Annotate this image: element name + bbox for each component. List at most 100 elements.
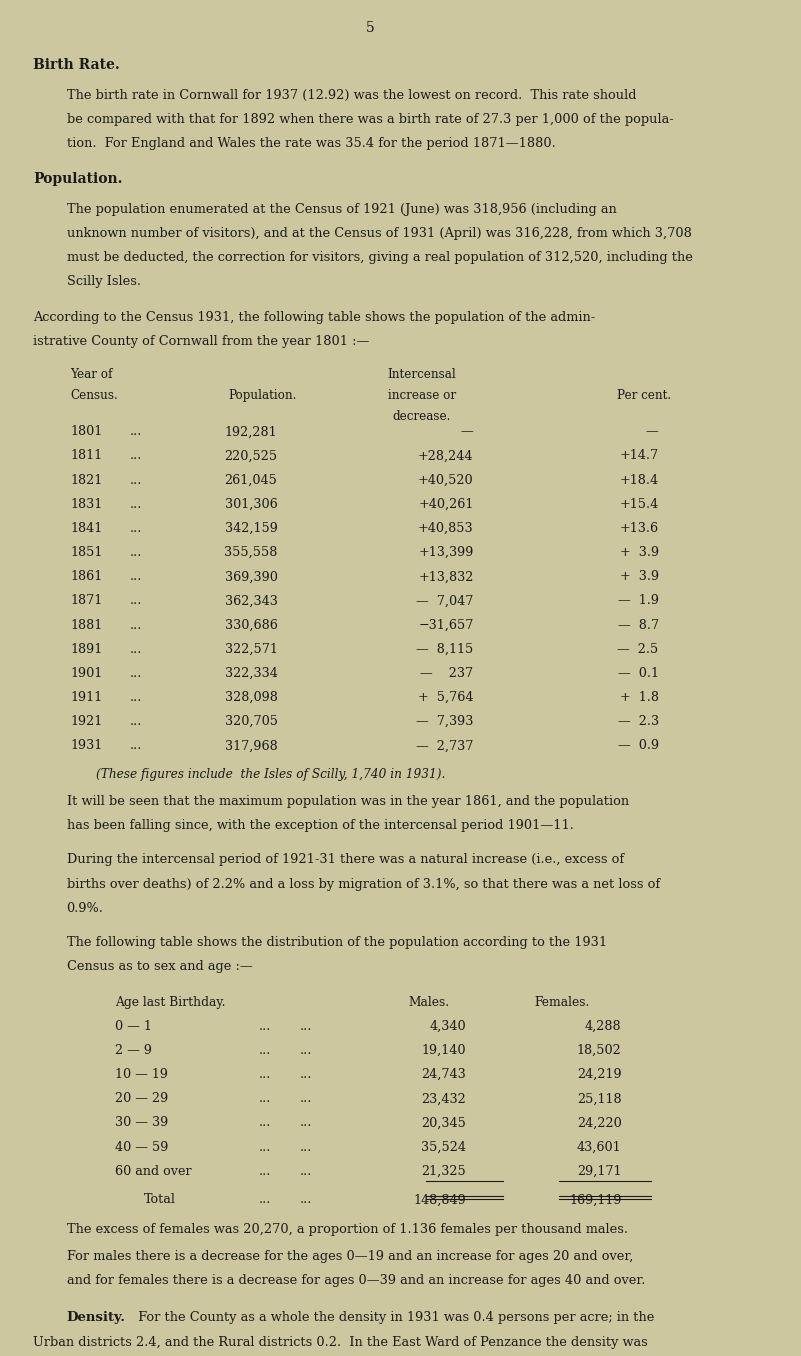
Text: Census as to sex and age :—: Census as to sex and age :— xyxy=(66,960,252,974)
Text: Intercensal: Intercensal xyxy=(388,367,457,381)
Text: ...: ... xyxy=(130,643,142,656)
Text: Females.: Females. xyxy=(535,995,590,1009)
Text: +40,520: +40,520 xyxy=(418,473,473,487)
Text: 220,525: 220,525 xyxy=(224,449,277,462)
Text: −31,657: −31,657 xyxy=(418,618,473,632)
Text: ...: ... xyxy=(130,692,142,704)
Text: 25,118: 25,118 xyxy=(577,1093,622,1105)
Text: ...: ... xyxy=(130,473,142,487)
Text: 1901: 1901 xyxy=(70,667,103,679)
Text: 40 — 59: 40 — 59 xyxy=(115,1140,168,1154)
Text: +  5,764: + 5,764 xyxy=(418,692,473,704)
Text: 10 — 19: 10 — 19 xyxy=(115,1069,167,1081)
Text: +40,261: +40,261 xyxy=(418,498,473,511)
Text: ...: ... xyxy=(130,594,142,607)
Text: It will be seen that the maximum population was in the year 1861, and the popula: It will be seen that the maximum populat… xyxy=(66,795,629,808)
Text: 1911: 1911 xyxy=(70,692,103,704)
Text: ...: ... xyxy=(130,498,142,511)
Text: 322,571: 322,571 xyxy=(224,643,277,656)
Text: Urban districts 2.4, and the Rural districts 0.2.  In the East Ward of Penzance : Urban districts 2.4, and the Rural distr… xyxy=(34,1336,648,1349)
Text: —  8,115: — 8,115 xyxy=(417,643,473,656)
Text: 30 — 39: 30 — 39 xyxy=(115,1116,168,1130)
Text: —  2.3: — 2.3 xyxy=(618,715,658,728)
Text: 148,849: 148,849 xyxy=(413,1193,466,1207)
Text: —  7,393: — 7,393 xyxy=(417,715,473,728)
Text: ...: ... xyxy=(259,1193,272,1207)
Text: 362,343: 362,343 xyxy=(224,594,277,607)
Text: —  0.1: — 0.1 xyxy=(618,667,658,679)
Text: +13,399: +13,399 xyxy=(418,546,473,559)
Text: Scilly Isles.: Scilly Isles. xyxy=(66,275,141,289)
Text: ...: ... xyxy=(259,1140,272,1154)
Text: 1921: 1921 xyxy=(70,715,103,728)
Text: 5: 5 xyxy=(365,22,374,35)
Text: 1881: 1881 xyxy=(70,618,103,632)
Text: +  3.9: + 3.9 xyxy=(619,546,658,559)
Text: 1851: 1851 xyxy=(70,546,103,559)
Text: 24,220: 24,220 xyxy=(577,1116,622,1130)
Text: For the County as a whole the density in 1931 was 0.4 persons per acre; in the: For the County as a whole the density in… xyxy=(130,1311,654,1325)
Text: +  1.8: + 1.8 xyxy=(620,692,658,704)
Text: +13.6: +13.6 xyxy=(619,522,658,536)
Text: ...: ... xyxy=(300,1116,312,1130)
Text: (These figures include  the Isles of Scilly, 1,740 in 1931).: (These figures include the Isles of Scil… xyxy=(96,767,445,781)
Text: +18.4: +18.4 xyxy=(619,473,658,487)
Text: ...: ... xyxy=(259,1020,272,1033)
Text: —  8.7: — 8.7 xyxy=(618,618,658,632)
Text: 1811: 1811 xyxy=(70,449,103,462)
Text: 1891: 1891 xyxy=(70,643,103,656)
Text: istrative County of Cornwall from the year 1801 :—: istrative County of Cornwall from the ye… xyxy=(34,335,370,348)
Text: must be deducted, the correction for visitors, giving a real population of 312,5: must be deducted, the correction for vis… xyxy=(66,251,693,264)
Text: 35,524: 35,524 xyxy=(421,1140,466,1154)
Text: Males.: Males. xyxy=(409,995,450,1009)
Text: 4,288: 4,288 xyxy=(585,1020,622,1033)
Text: ...: ... xyxy=(259,1165,272,1178)
Text: +  3.9: + 3.9 xyxy=(619,571,658,583)
Text: ...: ... xyxy=(300,1069,312,1081)
Text: —  2,737: — 2,737 xyxy=(417,739,473,753)
Text: During the intercensal period of 1921-31 there was a natural increase (i.e., exc: During the intercensal period of 1921-31… xyxy=(66,853,624,866)
Text: 0.9%.: 0.9%. xyxy=(66,902,103,915)
Text: —  0.9: — 0.9 xyxy=(618,739,658,753)
Text: ...: ... xyxy=(130,571,142,583)
Text: Year of: Year of xyxy=(70,367,113,381)
Text: births over deaths) of 2.2% and a loss by migration of 3.1%, so that there was a: births over deaths) of 2.2% and a loss b… xyxy=(66,877,660,891)
Text: 0 — 1: 0 — 1 xyxy=(115,1020,151,1033)
Text: —  7,047: — 7,047 xyxy=(417,594,473,607)
Text: 301,306: 301,306 xyxy=(225,498,277,511)
Text: —  2.5: — 2.5 xyxy=(618,643,658,656)
Text: increase or: increase or xyxy=(388,389,456,401)
Text: ...: ... xyxy=(300,1044,312,1056)
Text: +14.7: +14.7 xyxy=(619,449,658,462)
Text: 19,140: 19,140 xyxy=(421,1044,466,1056)
Text: Total: Total xyxy=(144,1193,176,1207)
Text: and for females there is a decrease for ages 0—39 and an increase for ages 40 an: and for females there is a decrease for … xyxy=(66,1273,645,1287)
Text: ...: ... xyxy=(130,546,142,559)
Text: Density.: Density. xyxy=(66,1311,126,1325)
Text: 18,502: 18,502 xyxy=(577,1044,622,1056)
Text: ...: ... xyxy=(300,1140,312,1154)
Text: ...: ... xyxy=(259,1069,272,1081)
Text: 24,219: 24,219 xyxy=(577,1069,622,1081)
Text: 192,281: 192,281 xyxy=(225,426,277,438)
Text: 261,045: 261,045 xyxy=(224,473,277,487)
Text: 20,345: 20,345 xyxy=(421,1116,466,1130)
Text: +13,832: +13,832 xyxy=(418,571,473,583)
Text: 328,098: 328,098 xyxy=(224,692,277,704)
Text: The birth rate in Cornwall for 1937 (12.92) was the lowest on record.  This rate: The birth rate in Cornwall for 1937 (12.… xyxy=(66,88,636,102)
Text: The excess of females was 20,270, a proportion of 1.136 females per thousand mal: The excess of females was 20,270, a prop… xyxy=(66,1223,628,1235)
Text: 43,601: 43,601 xyxy=(577,1140,622,1154)
Text: —    237: — 237 xyxy=(421,667,473,679)
Text: +15.4: +15.4 xyxy=(619,498,658,511)
Text: Census.: Census. xyxy=(70,389,118,401)
Text: Population.: Population. xyxy=(228,389,297,401)
Text: 23,432: 23,432 xyxy=(421,1093,466,1105)
Text: —: — xyxy=(461,426,473,438)
Text: 322,334: 322,334 xyxy=(224,667,277,679)
Text: ...: ... xyxy=(130,522,142,536)
Text: 29,171: 29,171 xyxy=(578,1165,622,1178)
Text: 21,325: 21,325 xyxy=(421,1165,466,1178)
Text: ...: ... xyxy=(130,667,142,679)
Text: Age last Birthday.: Age last Birthday. xyxy=(115,995,225,1009)
Text: Population.: Population. xyxy=(34,172,123,187)
